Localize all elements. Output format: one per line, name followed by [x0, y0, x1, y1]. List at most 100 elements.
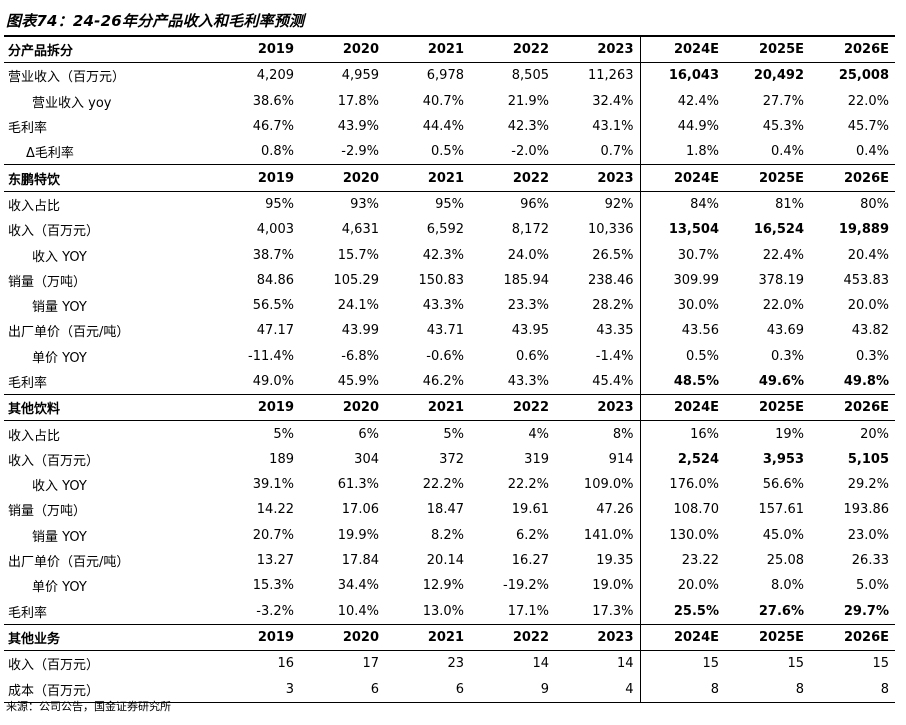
table-cell: -19.2% — [503, 578, 549, 594]
table-cell: 17.84 — [341, 553, 379, 569]
table-cell: 95% — [265, 196, 294, 212]
table-cell: 23.3% — [507, 298, 549, 314]
table-cell: 48.5% — [639, 368, 725, 395]
table-cell: 20.7% — [252, 527, 294, 543]
year-header: 2025E — [758, 400, 804, 416]
row-label: 单价 YOY — [32, 350, 87, 366]
table-cell: 0.5% — [639, 343, 725, 369]
row-label: 销量（万吨） — [8, 274, 87, 290]
year-header: 2025E — [758, 629, 804, 645]
table-cell: 20% — [860, 426, 889, 442]
table-cell: 109.0% — [583, 477, 634, 493]
table-cell: 0.6% — [515, 348, 549, 364]
table-cell: 38.6% — [252, 93, 294, 109]
table-cell: 185.94 — [503, 272, 550, 288]
table-cell: 26.33 — [851, 553, 889, 569]
table-cell: 22.4% — [762, 247, 804, 263]
year-header: 2019 — [257, 400, 294, 416]
year-header: 2024E — [639, 394, 725, 421]
table-cell: 18.47 — [426, 502, 464, 518]
table-cell: 5.0% — [855, 578, 889, 594]
table-cell: 150.83 — [418, 272, 465, 288]
table-cell: 5,105 — [847, 451, 889, 467]
table-cell: 4 — [555, 676, 640, 703]
year-header: 2021 — [427, 170, 464, 186]
table-row: 单价 YOY -11.4% -6.8% -0.6% 0.6% -1.4% 0.5% 0.3% 0… — [4, 343, 895, 369]
table-cell: 81% — [775, 196, 804, 212]
table-cell: 14.22 — [256, 502, 294, 518]
table-cell: 16% — [639, 420, 725, 447]
section-header-row: 其他业务 2019 2020 2021 2022 2023 2024E 2025E 2026E — [4, 624, 895, 651]
table-cell: 17.1% — [507, 603, 549, 619]
table-cell: 84.86 — [256, 272, 294, 288]
section-header-row: 分产品拆分 2019 2020 2021 2022 2023 2024E 2025E 2026E — [4, 36, 895, 63]
table-cell: 25.08 — [766, 553, 804, 569]
table-cell: 141.0% — [583, 527, 634, 543]
table-row: 销量 YOY 20.7% 19.9% 8.2% 6.2% 141.0% 130.0% 45.0… — [4, 522, 895, 548]
table-row: 营业收入 yoy 38.6% 17.8% 40.7% 21.9% 32.4% 42.4% 27… — [4, 88, 895, 114]
table-cell: 8,505 — [511, 68, 549, 84]
table-cell: -1.4% — [595, 348, 634, 364]
table-cell: 6 — [300, 676, 385, 703]
table-cell: 4,959 — [341, 68, 379, 84]
table-row: 收入（百万元） 189 304 372 319 914 2,524 3,953 5,105 — [4, 446, 895, 473]
table-cell: 93% — [350, 196, 379, 212]
row-label: 单价 YOY — [32, 580, 87, 596]
table-cell: 0.5% — [430, 144, 464, 160]
table-cell: 0.3% — [855, 348, 889, 364]
table-row: 销量（万吨） 84.86 105.29 150.83 185.94 238.46 309.9… — [4, 267, 895, 293]
table-cell: 130.0% — [639, 522, 725, 548]
table-cell: 96% — [520, 196, 549, 212]
table-row: 成本（百万元） 3 6 6 9 4 8 8 8 — [4, 676, 895, 703]
year-header: 2021 — [427, 400, 464, 416]
year-header: 2022 — [512, 170, 549, 186]
row-label: 毛利率 — [8, 376, 48, 391]
table-cell: 24.0% — [507, 247, 549, 263]
table-cell: -2.9% — [341, 144, 379, 160]
table-cell: 42.3% — [422, 247, 464, 263]
table-cell: 4,631 — [341, 222, 379, 238]
table-row: 销量（万吨） 14.22 17.06 18.47 19.61 47.26 108.70 157… — [4, 497, 895, 523]
year-header: 2021 — [427, 629, 464, 645]
row-label: 毛利率 — [8, 605, 48, 621]
table-cell: 40.7% — [422, 93, 464, 109]
year-header: 2026E — [843, 170, 889, 186]
row-label: 销量 YOY — [32, 529, 87, 545]
year-header: 2019 — [257, 629, 294, 645]
year-header: 2021 — [427, 42, 464, 58]
table-cell: 56.5% — [252, 298, 294, 314]
table-cell: 319 — [524, 451, 549, 467]
table-cell: 32.4% — [592, 93, 634, 109]
table-cell: 43.35 — [596, 323, 634, 339]
table-cell: 42.4% — [639, 88, 725, 114]
section-title: 其他业务 — [8, 631, 61, 647]
year-header: 2026E — [843, 629, 889, 645]
table-cell: 30.7% — [639, 242, 725, 268]
table-cell: -11.4% — [248, 348, 294, 364]
table-cell: 23.22 — [639, 547, 725, 574]
table-cell: 47.17 — [256, 323, 294, 339]
table-cell: 5% — [443, 426, 464, 442]
table-cell: 8.0% — [770, 578, 804, 594]
table-cell: 43.71 — [426, 323, 464, 339]
table-row: 毛利率 -3.2% 10.4% 13.0% 17.1% 17.3% 25.5% 27.6% 29… — [4, 598, 895, 625]
table-cell: 43.95 — [511, 323, 549, 339]
year-header: 2024E — [639, 624, 725, 651]
table-cell: 189 — [269, 451, 294, 467]
table-cell: 15.3% — [252, 578, 294, 594]
row-label: 销量（万吨） — [8, 504, 87, 520]
section-title: 分产品拆分 — [8, 44, 74, 60]
table-cell: 39.1% — [252, 477, 294, 493]
source-note: 来源：公司公告，国金证券研究所 — [6, 700, 171, 713]
table-row: 收入占比 95% 93% 95% 96% 92% 84% 81% 80% — [4, 191, 895, 218]
table-cell: 304 — [354, 451, 379, 467]
table-row: 出厂单价（百元/吨） 13.27 17.84 20.14 16.27 19.35 23.22… — [4, 547, 895, 574]
row-label: 出厂单价（百元/吨） — [8, 555, 130, 571]
year-header: 2025E — [758, 42, 804, 58]
table-cell: 45.4% — [592, 374, 634, 389]
section-title: 东鹏特饮 — [8, 172, 61, 188]
table-cell: 28.2% — [592, 298, 634, 314]
table-row: 单价 YOY 15.3% 34.4% 12.9% -19.2% 19.0% 20.0% 8.0… — [4, 573, 895, 599]
row-label: 收入 YOY — [32, 479, 87, 495]
table-cell: 8 — [725, 676, 810, 703]
